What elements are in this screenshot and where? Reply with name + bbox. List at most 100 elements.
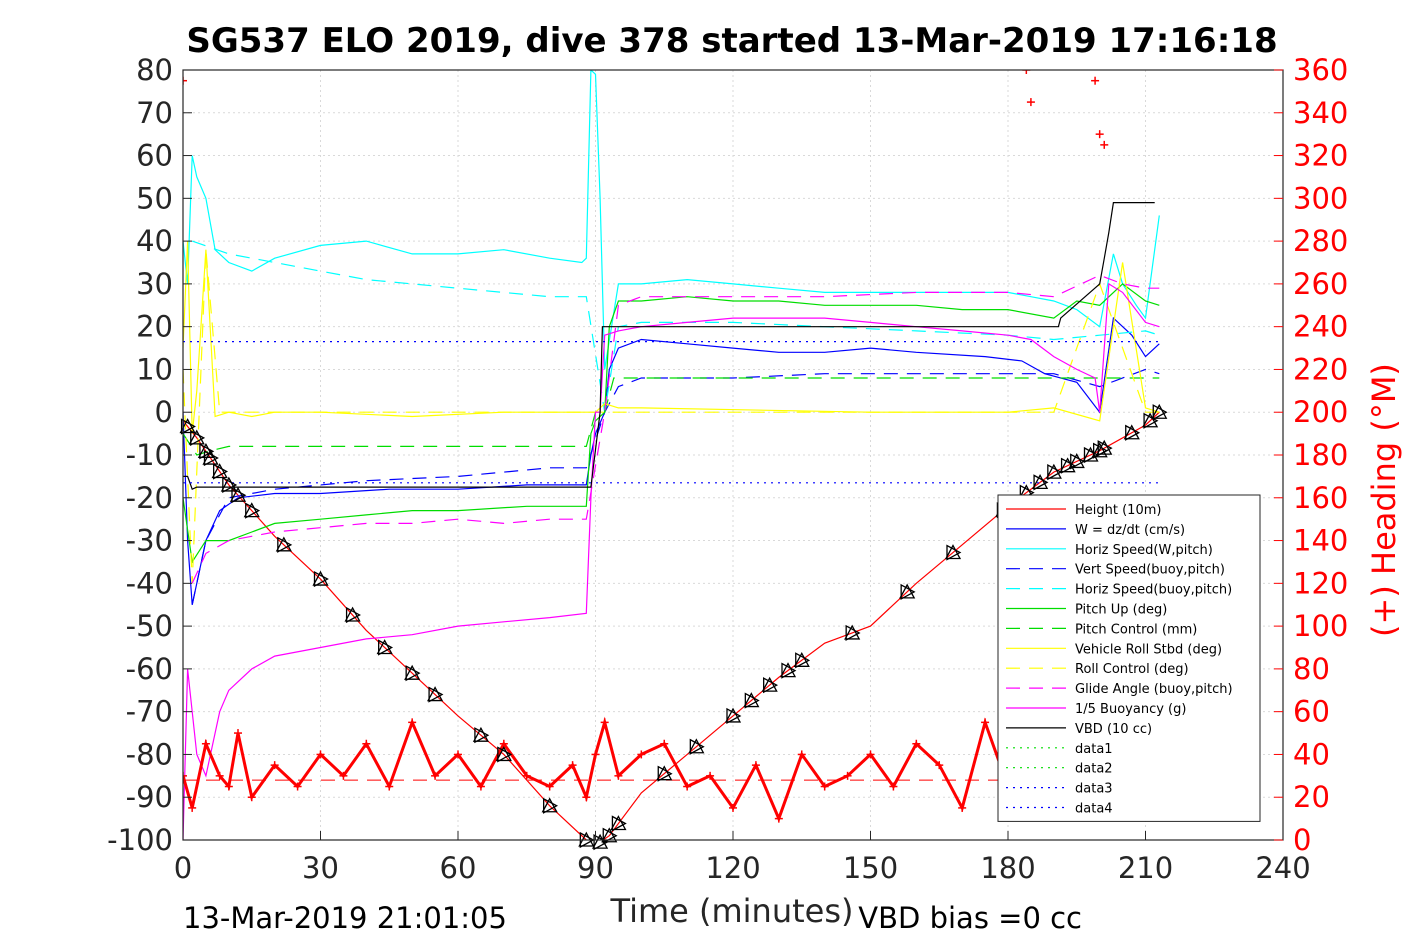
left-tick-label: -30 bbox=[126, 524, 173, 558]
series-line-vert-speed-buoy-pitch bbox=[191, 368, 1160, 605]
height-marker bbox=[899, 583, 916, 600]
heading-point bbox=[188, 803, 197, 812]
height-marker bbox=[312, 570, 329, 588]
heading-point bbox=[866, 750, 875, 759]
heading-point bbox=[843, 771, 852, 780]
height-marker bbox=[275, 536, 293, 553]
heading-outlier-point bbox=[1095, 130, 1104, 139]
height-marker bbox=[1123, 424, 1141, 441]
height-markers bbox=[179, 403, 1168, 851]
height-marker bbox=[743, 692, 760, 709]
legend-label: Vert Speed(buoy,pitch) bbox=[1075, 563, 1225, 578]
heading-point bbox=[385, 782, 394, 791]
height-marker bbox=[761, 676, 779, 694]
heading-outlier-point bbox=[1091, 76, 1100, 85]
height-marker bbox=[211, 463, 229, 480]
heading-point bbox=[683, 782, 692, 791]
series-line-glide-angle-buoy-pitch bbox=[191, 274, 1160, 584]
heading-point bbox=[224, 782, 233, 791]
right-tick-label: 60 bbox=[1293, 695, 1330, 729]
x-tick-label: 120 bbox=[705, 851, 760, 885]
heading-point bbox=[545, 782, 554, 791]
x-tick-label: 90 bbox=[577, 851, 614, 885]
height-marker bbox=[495, 746, 513, 763]
heading-outlier-point bbox=[1022, 70, 1031, 74]
height-marker bbox=[844, 624, 861, 642]
heading-point bbox=[591, 750, 600, 759]
height-marker bbox=[426, 686, 444, 703]
right-tick-label: 260 bbox=[1293, 267, 1348, 301]
chart-title: SG537 ELO 2019, dive 378 started 13-Mar-… bbox=[186, 21, 1277, 61]
heading-point bbox=[600, 718, 609, 727]
legend-label: Pitch Control (mm) bbox=[1075, 622, 1197, 637]
heading-point bbox=[316, 750, 325, 759]
right-axis-label: (+) Heading (°M) bbox=[1365, 363, 1403, 637]
heading-point bbox=[215, 771, 224, 780]
x-axis: 0 30 60 90 120 150 180 210 240 bbox=[174, 831, 1311, 885]
height-marker bbox=[472, 726, 490, 744]
legend-label: Height (10m) bbox=[1075, 503, 1161, 518]
right-tick-label: 0 bbox=[1293, 823, 1311, 857]
legend-label: Vehicle Roll Stbd (deg) bbox=[1075, 642, 1222, 657]
heading-point bbox=[797, 750, 806, 759]
x-tick-label: 0 bbox=[174, 851, 192, 885]
heading-point bbox=[454, 750, 462, 759]
heading-point bbox=[958, 803, 967, 812]
series-line-roll-control-deg bbox=[183, 249, 1160, 584]
right-tick-label: 220 bbox=[1293, 352, 1348, 386]
heading-point bbox=[729, 803, 737, 812]
height-marker bbox=[220, 476, 238, 494]
footer-timestamp: 13-Mar-2019 21:01:05 bbox=[183, 901, 507, 935]
x-tick-label: 240 bbox=[1255, 851, 1310, 885]
heading-outlier-point bbox=[1100, 140, 1109, 149]
x-tick-label: 210 bbox=[1118, 851, 1173, 885]
legend-label: W = dz/dt (cm/s) bbox=[1075, 523, 1185, 538]
heading-point bbox=[774, 814, 783, 823]
height-marker bbox=[656, 765, 673, 782]
heading-point bbox=[476, 782, 485, 791]
x-tick-label: 60 bbox=[440, 851, 477, 885]
height-marker bbox=[202, 449, 219, 467]
left-tick-label: 20 bbox=[136, 310, 173, 344]
series-line-horiz-speed-w-pitch bbox=[183, 70, 1160, 370]
heading-point bbox=[339, 771, 348, 780]
series-line-vbd-10-cc bbox=[183, 202, 1155, 491]
right-tick-label: 40 bbox=[1293, 737, 1330, 771]
left-tick-label: -90 bbox=[126, 780, 173, 814]
left-tick-label: -60 bbox=[126, 652, 173, 686]
heading-point bbox=[568, 761, 577, 770]
heading-point bbox=[234, 729, 242, 738]
heading-point bbox=[270, 761, 279, 770]
height-marker bbox=[541, 797, 559, 814]
left-tick-label: -70 bbox=[126, 695, 173, 729]
heading-point bbox=[637, 750, 646, 759]
right-tick-label: 160 bbox=[1293, 481, 1348, 515]
left-tick-label: 50 bbox=[136, 181, 173, 215]
right-tick-label: 280 bbox=[1293, 224, 1348, 258]
left-tick-label: 10 bbox=[136, 352, 173, 386]
legend-label: data3 bbox=[1075, 782, 1113, 797]
left-tick-label: 70 bbox=[136, 96, 173, 130]
x-tick-label: 30 bbox=[302, 851, 339, 885]
height-marker bbox=[601, 827, 618, 844]
height-marker bbox=[688, 738, 705, 755]
series-line-1-5-buoyancy-g bbox=[183, 282, 1160, 840]
heading-point bbox=[247, 793, 256, 802]
left-tick-label: 30 bbox=[136, 267, 173, 301]
heading-point bbox=[820, 782, 829, 791]
right-tick-label: 240 bbox=[1293, 310, 1348, 344]
right-tick-label: 140 bbox=[1293, 524, 1348, 558]
legend-label: Roll Control (deg) bbox=[1075, 662, 1189, 677]
legend-label: Horiz Speed(W,pitch) bbox=[1075, 543, 1213, 558]
heading-outlier-point bbox=[183, 76, 187, 85]
right-tick-label: 120 bbox=[1293, 566, 1348, 600]
height-marker bbox=[179, 418, 196, 435]
heading-point bbox=[408, 718, 417, 727]
legend-label: data1 bbox=[1075, 742, 1113, 757]
right-tick-label: 320 bbox=[1293, 139, 1348, 173]
right-tick-label: 20 bbox=[1293, 780, 1330, 814]
heading-point bbox=[431, 771, 440, 780]
height-marker bbox=[376, 639, 394, 656]
heading-point bbox=[201, 739, 210, 748]
right-tick-label: 80 bbox=[1293, 652, 1330, 686]
